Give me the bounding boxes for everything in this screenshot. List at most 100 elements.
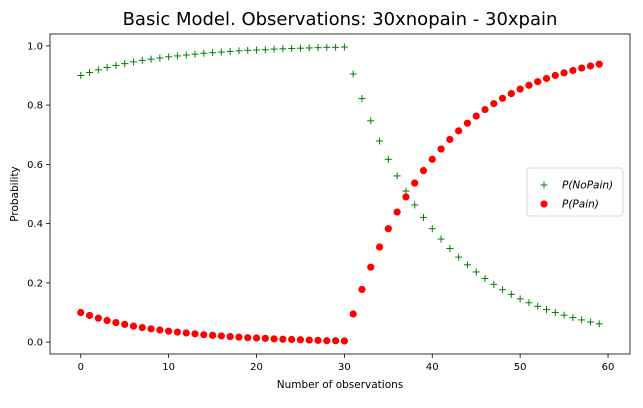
data-point-plus xyxy=(314,44,322,52)
data-point-circle xyxy=(112,318,120,327)
data-point-plus xyxy=(77,71,85,79)
data-point-plus xyxy=(349,70,357,78)
x-tick-label: 20 xyxy=(250,362,263,373)
data-point-plus xyxy=(173,52,181,60)
data-point-circle xyxy=(165,327,173,335)
data-point-plus xyxy=(270,45,278,53)
y-tick-label: 0.6 xyxy=(27,160,43,171)
data-point-circle xyxy=(481,105,489,114)
data-point-plus xyxy=(182,51,190,59)
data-point-circle xyxy=(173,328,182,336)
legend-item: P(NoPain) xyxy=(540,180,613,192)
data-point-circle xyxy=(138,324,146,332)
data-point-plus xyxy=(279,45,287,53)
chart-title: Basic Model. Observations: 30xnopain - 3… xyxy=(123,9,558,30)
data-point-circle xyxy=(595,60,603,68)
data-point-plus xyxy=(384,155,392,163)
legend-box xyxy=(526,167,624,217)
data-point-circle xyxy=(349,310,357,318)
data-point-circle xyxy=(200,331,208,339)
data-point-plus xyxy=(323,43,331,51)
y-tick-label: 0.0 xyxy=(27,338,43,349)
data-point-circle xyxy=(103,316,111,325)
x-tick-label: 0 xyxy=(78,362,84,373)
data-point-plus xyxy=(472,268,480,276)
data-point-plus xyxy=(244,46,252,54)
data-point-plus xyxy=(129,58,137,66)
x-axis: 0 10 20 30 40 50 60 xyxy=(78,354,614,373)
data-point-circle xyxy=(244,334,252,342)
data-point-plus xyxy=(340,43,348,51)
data-point-plus xyxy=(516,295,524,303)
data-point-circle xyxy=(507,89,515,98)
data-point-circle xyxy=(437,145,445,153)
data-point-plus xyxy=(191,50,199,58)
data-point-circle xyxy=(332,337,340,345)
data-point-circle xyxy=(393,208,401,216)
data-point-plus xyxy=(481,274,489,282)
data-point-plus xyxy=(578,316,586,324)
data-point-circle xyxy=(586,62,595,70)
data-point-plus xyxy=(490,280,498,288)
data-point-circle xyxy=(446,135,454,144)
x-tick-label: 50 xyxy=(514,362,527,373)
data-point-plus xyxy=(305,44,313,52)
data-point-circle xyxy=(463,119,472,127)
data-point-plus xyxy=(367,117,375,125)
series-1 xyxy=(77,43,603,328)
data-point-plus xyxy=(217,48,225,56)
data-point-plus xyxy=(543,306,551,314)
data-point-plus xyxy=(156,54,164,62)
data-point-plus xyxy=(463,261,471,269)
data-point-plus xyxy=(86,69,94,77)
data-point-circle xyxy=(472,112,480,120)
legend-label: P(NoPain) xyxy=(562,180,613,192)
data-point-plus xyxy=(94,66,102,74)
data-point-plus xyxy=(112,61,120,69)
data-point-plus xyxy=(551,309,559,317)
data-point-plus xyxy=(586,318,594,326)
data-point-circle xyxy=(411,179,419,187)
data-point-circle xyxy=(85,311,94,320)
data-point-plus xyxy=(393,172,401,180)
data-point-plus xyxy=(165,53,173,61)
x-tick-label: 10 xyxy=(162,362,175,373)
data-point-plus xyxy=(419,213,427,221)
data-point-plus xyxy=(569,314,577,322)
data-point-circle xyxy=(94,314,102,322)
data-point-circle xyxy=(296,336,305,344)
data-point-circle xyxy=(252,334,261,342)
data-point-circle xyxy=(455,127,463,135)
data-point-plus xyxy=(253,46,261,54)
legend: P(NoPain) P(Pain) xyxy=(526,167,624,217)
data-point-plus xyxy=(376,137,384,145)
data-point-plus xyxy=(455,253,463,261)
data-point-circle xyxy=(217,332,225,340)
data-point-circle xyxy=(270,335,278,343)
data-point-circle xyxy=(402,193,410,201)
data-point-plus xyxy=(507,290,515,298)
data-point-plus xyxy=(560,311,568,319)
data-point-circle xyxy=(147,325,155,333)
data-point-circle xyxy=(261,334,269,342)
y-tick-label: 0.2 xyxy=(27,278,43,289)
y-tick-label: 0.8 xyxy=(27,101,43,112)
x-tick-label: 40 xyxy=(426,362,439,373)
y-tick-label: 0.4 xyxy=(27,219,43,230)
y-axis-label: Probability xyxy=(9,166,21,222)
data-point-circle xyxy=(182,329,190,337)
data-point-circle xyxy=(490,100,498,108)
data-point-plus xyxy=(411,201,419,209)
data-point-circle xyxy=(525,81,533,89)
data-point-circle xyxy=(542,74,551,83)
legend-item: P(Pain) xyxy=(540,199,599,211)
data-point-circle xyxy=(129,322,138,330)
data-point-circle xyxy=(288,335,296,344)
data-point-plus xyxy=(235,47,243,55)
data-marks xyxy=(77,43,603,345)
data-point-circle xyxy=(540,200,548,208)
data-point-plus xyxy=(446,245,454,253)
data-point-plus xyxy=(226,47,234,55)
data-point-circle xyxy=(498,94,507,102)
